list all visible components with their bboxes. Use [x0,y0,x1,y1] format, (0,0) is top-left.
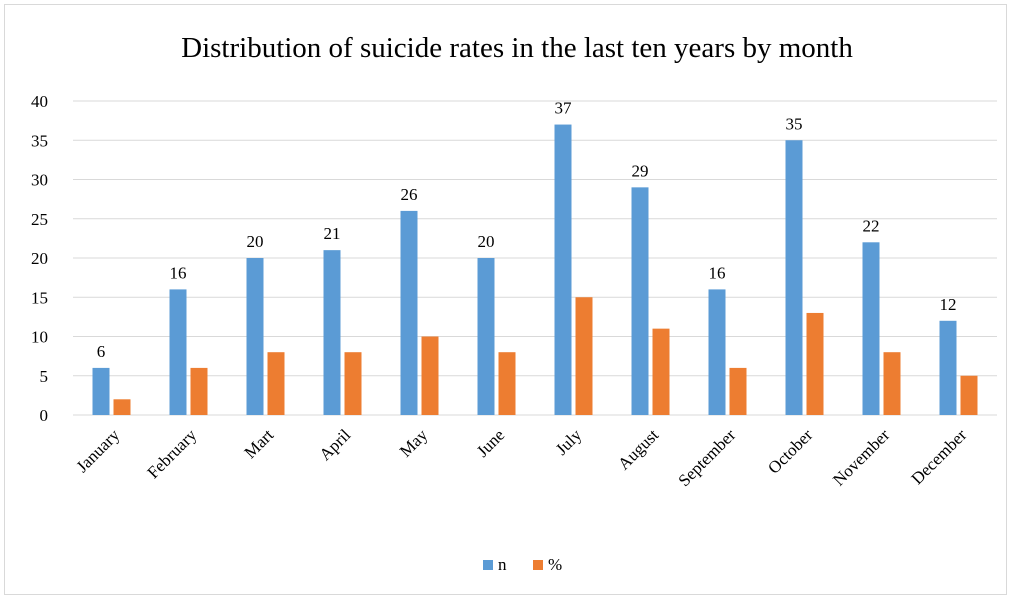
data-label: 20 [247,232,264,251]
data-label: 37 [555,99,573,118]
bar-percent [344,352,362,415]
bar-n [631,187,649,415]
gridlines [73,100,997,416]
x-axis: January February Mart April May June July Augus… [73,425,971,490]
legend-swatch [483,560,493,570]
legend-label: % [548,555,562,574]
legend-label: n [498,555,507,574]
y-tick-label: 20 [31,249,48,268]
bar-n [708,289,726,415]
y-tick-label: 25 [31,210,48,229]
y-tick-label: 35 [31,131,48,150]
bar-n [169,289,187,415]
bar-n [323,250,341,415]
bar-percent [729,367,747,415]
x-tick-label: October [764,425,816,477]
x-tick-label: November [829,425,893,489]
bar-n [400,210,418,415]
data-label: 26 [401,185,418,204]
data-label: 20 [478,232,495,251]
legend-swatch [533,560,543,570]
x-tick-label: Mart [241,425,278,462]
bar-n [554,124,572,416]
bar-n [862,242,880,415]
x-tick-label: September [674,425,739,490]
bar-n [477,258,495,415]
chart-title: Distribution of suicide rates in the las… [181,32,853,64]
x-tick-label: January [73,425,124,476]
y-tick-label: 5 [40,367,49,386]
bar-percent [113,399,131,415]
bar-n [939,320,957,415]
data-label: 21 [324,224,341,243]
bar-percent [267,352,285,415]
data-label: 16 [709,263,726,282]
bar-percent [652,328,670,415]
data-labels: 6 16 20 21 26 20 37 29 16 35 22 12 [97,99,957,361]
y-tick-label: 15 [31,288,48,307]
data-label: 6 [97,342,106,361]
bar-percent [806,312,824,415]
bar-percent [190,367,208,415]
y-tick-label: 30 [31,171,48,190]
bar-percent [883,352,901,415]
x-tick-label: April [316,425,355,464]
bars [92,124,978,416]
data-label: 35 [786,114,803,133]
data-label: 16 [170,263,187,282]
x-tick-label: December [908,425,971,488]
bar-percent [575,297,593,415]
data-label: 12 [940,295,957,314]
bar-percent [498,352,516,415]
y-tick-label: 40 [31,92,48,111]
x-tick-label: June [473,425,508,460]
x-tick-label: May [396,425,432,461]
y-tick-label: 10 [31,328,48,347]
data-label: 22 [863,216,880,235]
x-tick-label: August [614,425,662,473]
bar-percent [421,336,439,415]
bar-n [92,367,110,415]
y-tick-label: 0 [40,406,49,425]
x-tick-label: February [143,425,200,482]
bar-percent [960,375,978,415]
x-tick-label: July [552,425,586,459]
y-axis: 0 5 10 15 20 25 30 35 40 [31,92,48,425]
data-label: 29 [632,161,649,180]
bar-n [246,258,264,415]
legend: n% [483,555,562,574]
bar-n [785,140,803,415]
